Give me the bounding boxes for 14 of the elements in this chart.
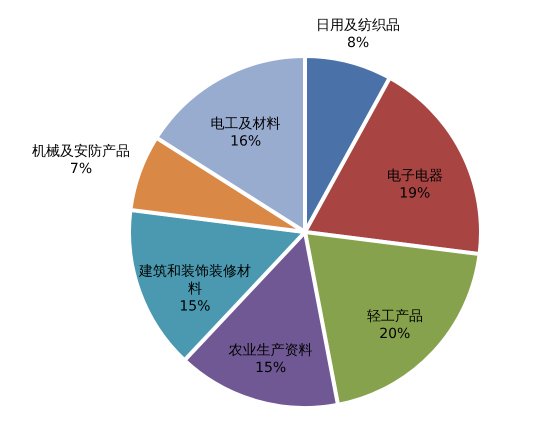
- slice-label: 建筑和装饰装修材料: [138, 264, 251, 298]
- slice-label: 轻工产品: [366, 308, 423, 324]
- data-label: 20%: [379, 326, 410, 342]
- slice-label: 农业生产资料: [228, 342, 313, 358]
- data-label: 16%: [230, 134, 262, 150]
- slice-label: 电子电器: [386, 168, 443, 184]
- slice-label: 电工及材料: [210, 116, 281, 132]
- data-label: 15%: [255, 360, 286, 376]
- data-label: 8%: [346, 34, 370, 51]
- data-label: 15%: [179, 298, 210, 315]
- slice-label: 日用及纺织品: [316, 17, 400, 34]
- slice-label: 机械及安防产品: [32, 143, 130, 160]
- data-label: 19%: [399, 186, 430, 202]
- data-label: 7%: [70, 160, 92, 177]
